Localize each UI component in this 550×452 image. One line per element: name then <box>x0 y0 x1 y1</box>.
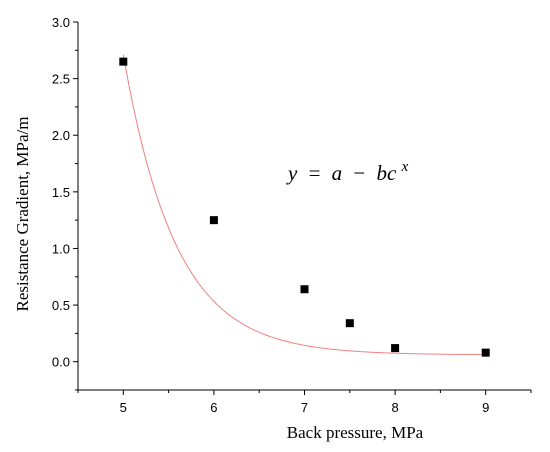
y-axis-ticks: 0.0 0.5 1.0 1.5 2.0 2.5 3.0 <box>52 15 78 391</box>
x-tick-label: 7 <box>301 400 308 415</box>
y-tick-label: 1.0 <box>52 241 70 256</box>
x-tick-label: 6 <box>210 400 217 415</box>
data-point-marker <box>391 344 400 353</box>
data-point-marker <box>481 348 490 357</box>
y-tick-label: 1.5 <box>52 185 70 200</box>
fit-curve <box>122 54 486 356</box>
plot-frame <box>77 22 531 391</box>
x-tick-label: 5 <box>120 400 127 415</box>
y-axis-title: Resistance Gradient, MPa/m <box>13 117 32 312</box>
y-tick-label: 3.0 <box>52 15 70 30</box>
data-point-marker <box>119 57 128 66</box>
data-point-marker <box>209 216 218 225</box>
data-point-marker <box>300 285 309 294</box>
x-axis-ticks: 5 6 7 8 9 <box>77 390 532 415</box>
data-point-marker <box>345 319 354 328</box>
y-tick-label: 2.5 <box>52 72 70 87</box>
y-tick-label: 0.5 <box>52 298 70 313</box>
data-points <box>119 57 490 357</box>
y-tick-label: 0.0 <box>52 355 70 370</box>
x-axis-title: Back pressure, MPa <box>287 423 424 442</box>
x-tick-label: 9 <box>482 400 489 415</box>
y-tick-label: 2.0 <box>52 128 70 143</box>
x-tick-label: 8 <box>391 400 398 415</box>
equation-label: y = a − bc x <box>286 159 409 185</box>
